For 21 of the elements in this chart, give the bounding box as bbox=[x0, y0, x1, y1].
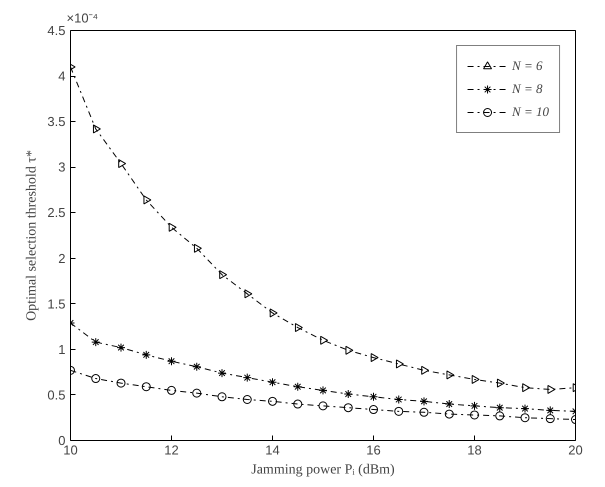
y-tick-label: 0.5 bbox=[47, 387, 66, 402]
x-tick-label: 18 bbox=[467, 442, 482, 458]
x-tick-label: 20 bbox=[568, 442, 583, 458]
legend-label: N = 10 bbox=[512, 104, 549, 120]
y-tick-label: 1 bbox=[58, 342, 66, 357]
x-tick-label: 16 bbox=[366, 442, 381, 458]
y-tick-label: 2.5 bbox=[47, 205, 66, 220]
y-tick-label: 0 bbox=[58, 433, 66, 448]
y-tick-label: 3.5 bbox=[47, 114, 66, 130]
y-tick-label: 3 bbox=[58, 160, 66, 175]
x-tick-label: 14 bbox=[265, 442, 280, 458]
legend-label: N = 6 bbox=[512, 58, 542, 74]
y-tick-label: 4.5 bbox=[47, 23, 66, 38]
y-tick-label: 2 bbox=[58, 250, 66, 266]
y-axis-title: Optimal selection threshold τ* bbox=[24, 150, 40, 321]
x-tick-label: 12 bbox=[164, 442, 179, 458]
x-axis-title: Jamming power Pᵢ (dBm) bbox=[251, 462, 396, 478]
y-tick-label: 1.5 bbox=[47, 296, 66, 312]
legend-label: N = 8 bbox=[512, 81, 542, 97]
text: ×10⁻⁴ bbox=[66, 10, 98, 26]
y-tick-label: 4 bbox=[58, 68, 66, 84]
